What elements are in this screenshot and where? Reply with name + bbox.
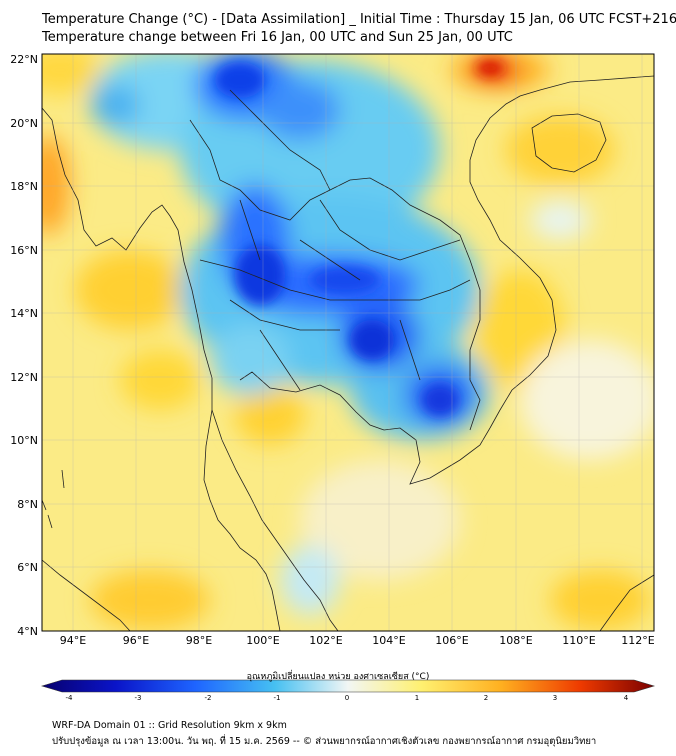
- colorbar-label: อุณหภูมิเปลี่ยนแปลง หน่วย องศาเซลเซียส (…: [246, 672, 430, 682]
- lon-label: 108°E: [499, 634, 532, 647]
- latitude-axis: 22°N 20°N 18°N 16°N 14°N 12°N 10°N 8°N 6…: [10, 53, 38, 638]
- colorbar-tick: 1: [415, 694, 419, 702]
- lat-label: 14°N: [10, 307, 38, 320]
- lon-label: 102°E: [309, 634, 342, 647]
- lon-label: 94°E: [60, 634, 86, 647]
- lat-label: 22°N: [10, 53, 38, 66]
- lon-label: 98°E: [186, 634, 212, 647]
- lat-label: 8°N: [17, 498, 38, 511]
- lon-label: 106°E: [435, 634, 468, 647]
- temperature-field: [42, 54, 654, 631]
- lat-label: 16°N: [10, 244, 38, 257]
- lat-label: 12°N: [10, 371, 38, 384]
- colorbar-tick: 4: [624, 694, 629, 702]
- map-subtitle: Temperature change between Fri 16 Jan, 0…: [42, 30, 513, 45]
- colorbar-tick: 0: [345, 694, 349, 702]
- colorbar-ramp: [40, 679, 656, 693]
- lon-label: 104°E: [372, 634, 405, 647]
- map-title: Temperature Change (°C) - [Data Assimila…: [42, 12, 676, 27]
- lon-label: 96°E: [123, 634, 149, 647]
- lat-label: 10°N: [10, 434, 38, 447]
- graticule: [42, 54, 654, 631]
- footer-credit: ปรับปรุงข้อมูล ณ เวลา 13:00น. วัน พฤ. ที…: [52, 736, 597, 747]
- colorbar-tick: 3: [553, 694, 557, 702]
- lon-label: 112°E: [621, 634, 654, 647]
- map-frame: [41, 53, 655, 632]
- longitude-axis: 94°E 96°E 98°E 100°E 102°E 104°E 106°E 1…: [60, 634, 655, 647]
- colorbar-tick: 2: [484, 694, 488, 702]
- lat-label: 18°N: [10, 180, 38, 193]
- lat-label: 6°N: [17, 561, 38, 574]
- lon-label: 100°E: [246, 634, 279, 647]
- lat-label: 20°N: [10, 117, 38, 130]
- footer-model-info: WRF-DA Domain 01 :: Grid Resolution 9km …: [52, 720, 287, 731]
- colorbar-tick: -4: [66, 694, 74, 702]
- lat-label: 4°N: [17, 625, 38, 638]
- coastline-borders: [42, 75, 654, 631]
- colorbar: -4 -3 -2 -1 0 1 2 3 4: [40, 679, 656, 702]
- lon-label: 110°E: [562, 634, 595, 647]
- colorbar-tick: -3: [135, 694, 142, 702]
- colorbar-tick: -1: [274, 694, 281, 702]
- colorbar-tick: -2: [205, 694, 212, 702]
